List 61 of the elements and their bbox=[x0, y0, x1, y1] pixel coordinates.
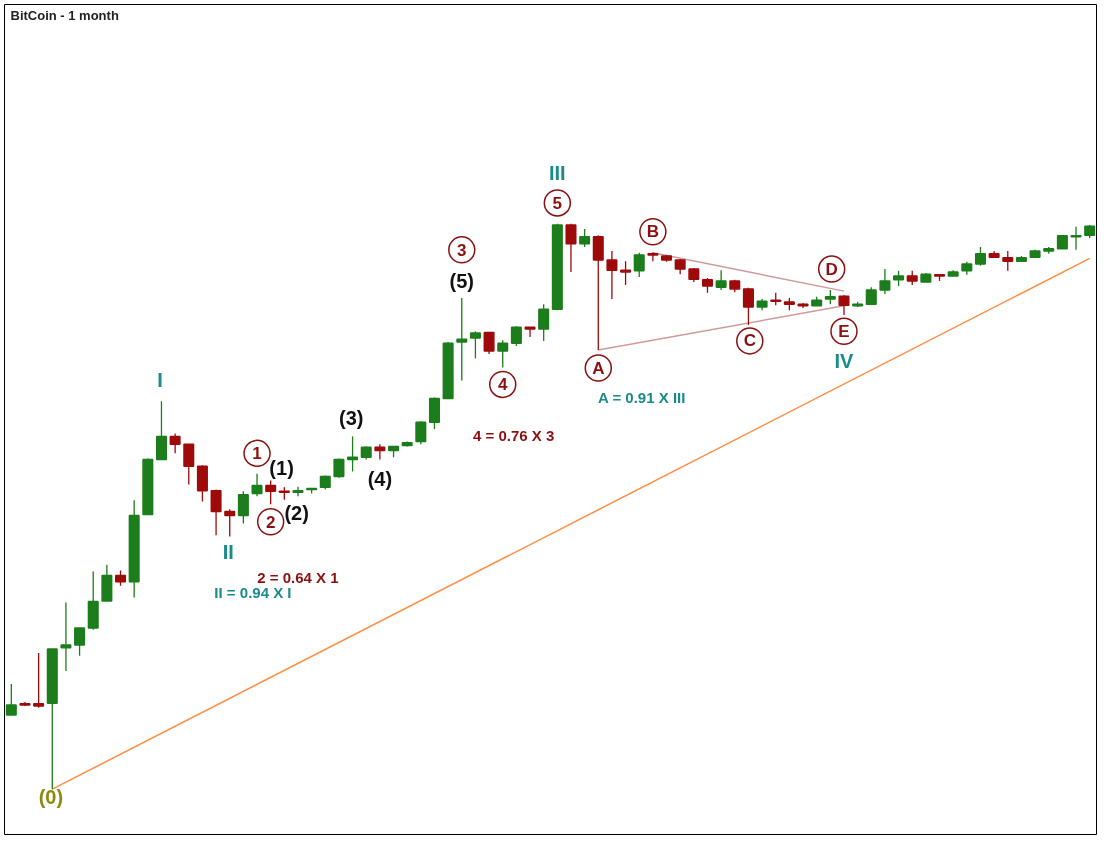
candlestick bbox=[224, 508, 236, 538]
text: 5 bbox=[552, 193, 563, 213]
annotation: I bbox=[157, 369, 163, 392]
candlestick bbox=[510, 325, 522, 347]
annotation: 2 bbox=[265, 512, 276, 532]
candlestick bbox=[155, 400, 167, 461]
annotation: (0) bbox=[38, 786, 64, 809]
candlestick bbox=[237, 490, 249, 525]
candlestick bbox=[524, 326, 536, 338]
candlestick bbox=[5, 683, 17, 716]
annotation: D bbox=[825, 259, 838, 279]
candlestick bbox=[265, 479, 277, 505]
candlestick bbox=[428, 396, 440, 430]
candlestick bbox=[715, 269, 727, 291]
chart-title: BitCoin - 1 month bbox=[10, 7, 119, 23]
candlestick bbox=[374, 443, 386, 461]
annotation: II bbox=[222, 540, 234, 563]
annotation: (1) bbox=[269, 456, 294, 479]
annotation: (3) bbox=[338, 407, 364, 430]
candlestick bbox=[565, 223, 577, 273]
candlestick bbox=[592, 234, 604, 351]
candlestick bbox=[579, 228, 591, 248]
candlestick bbox=[251, 473, 263, 497]
candlestick bbox=[838, 294, 850, 316]
annotation: C bbox=[743, 331, 756, 351]
candlestick bbox=[497, 339, 509, 369]
candlestick bbox=[169, 432, 181, 455]
candlestick bbox=[647, 251, 659, 262]
candlestick bbox=[742, 287, 754, 326]
candlestick bbox=[333, 457, 345, 479]
candlestick bbox=[879, 268, 891, 295]
candlestick bbox=[415, 420, 427, 445]
annotation: (5) bbox=[449, 269, 475, 292]
annotation: A = 0.91 X III bbox=[597, 388, 686, 406]
candlestick bbox=[60, 601, 72, 672]
annotation: 1 bbox=[252, 444, 262, 464]
candlestick bbox=[974, 246, 986, 267]
annotation: 4 bbox=[498, 375, 508, 395]
candlestick bbox=[633, 252, 645, 278]
annotation: IV bbox=[834, 350, 855, 373]
candlestick bbox=[1070, 226, 1082, 251]
annotation: A bbox=[592, 358, 605, 378]
candlestick bbox=[456, 297, 468, 382]
annotation: B bbox=[646, 222, 660, 242]
candlestick bbox=[210, 488, 222, 536]
annotation: (4) bbox=[367, 468, 393, 491]
annotation: 3 bbox=[457, 240, 467, 260]
candlestick bbox=[74, 627, 86, 657]
annotation: E bbox=[838, 321, 850, 341]
annotation: (2) bbox=[284, 502, 309, 525]
candlestick bbox=[1002, 250, 1014, 272]
candlestick bbox=[183, 443, 195, 486]
candlestick bbox=[620, 260, 632, 286]
candlestick bbox=[538, 303, 550, 342]
candlestick bbox=[483, 331, 495, 355]
candlestick bbox=[33, 652, 45, 709]
candlestick bbox=[292, 486, 304, 497]
candlestick bbox=[606, 250, 618, 300]
annotation: 4 = 0.76 X 3 bbox=[472, 426, 555, 444]
candlestick bbox=[469, 330, 481, 360]
text: III bbox=[548, 162, 566, 184]
